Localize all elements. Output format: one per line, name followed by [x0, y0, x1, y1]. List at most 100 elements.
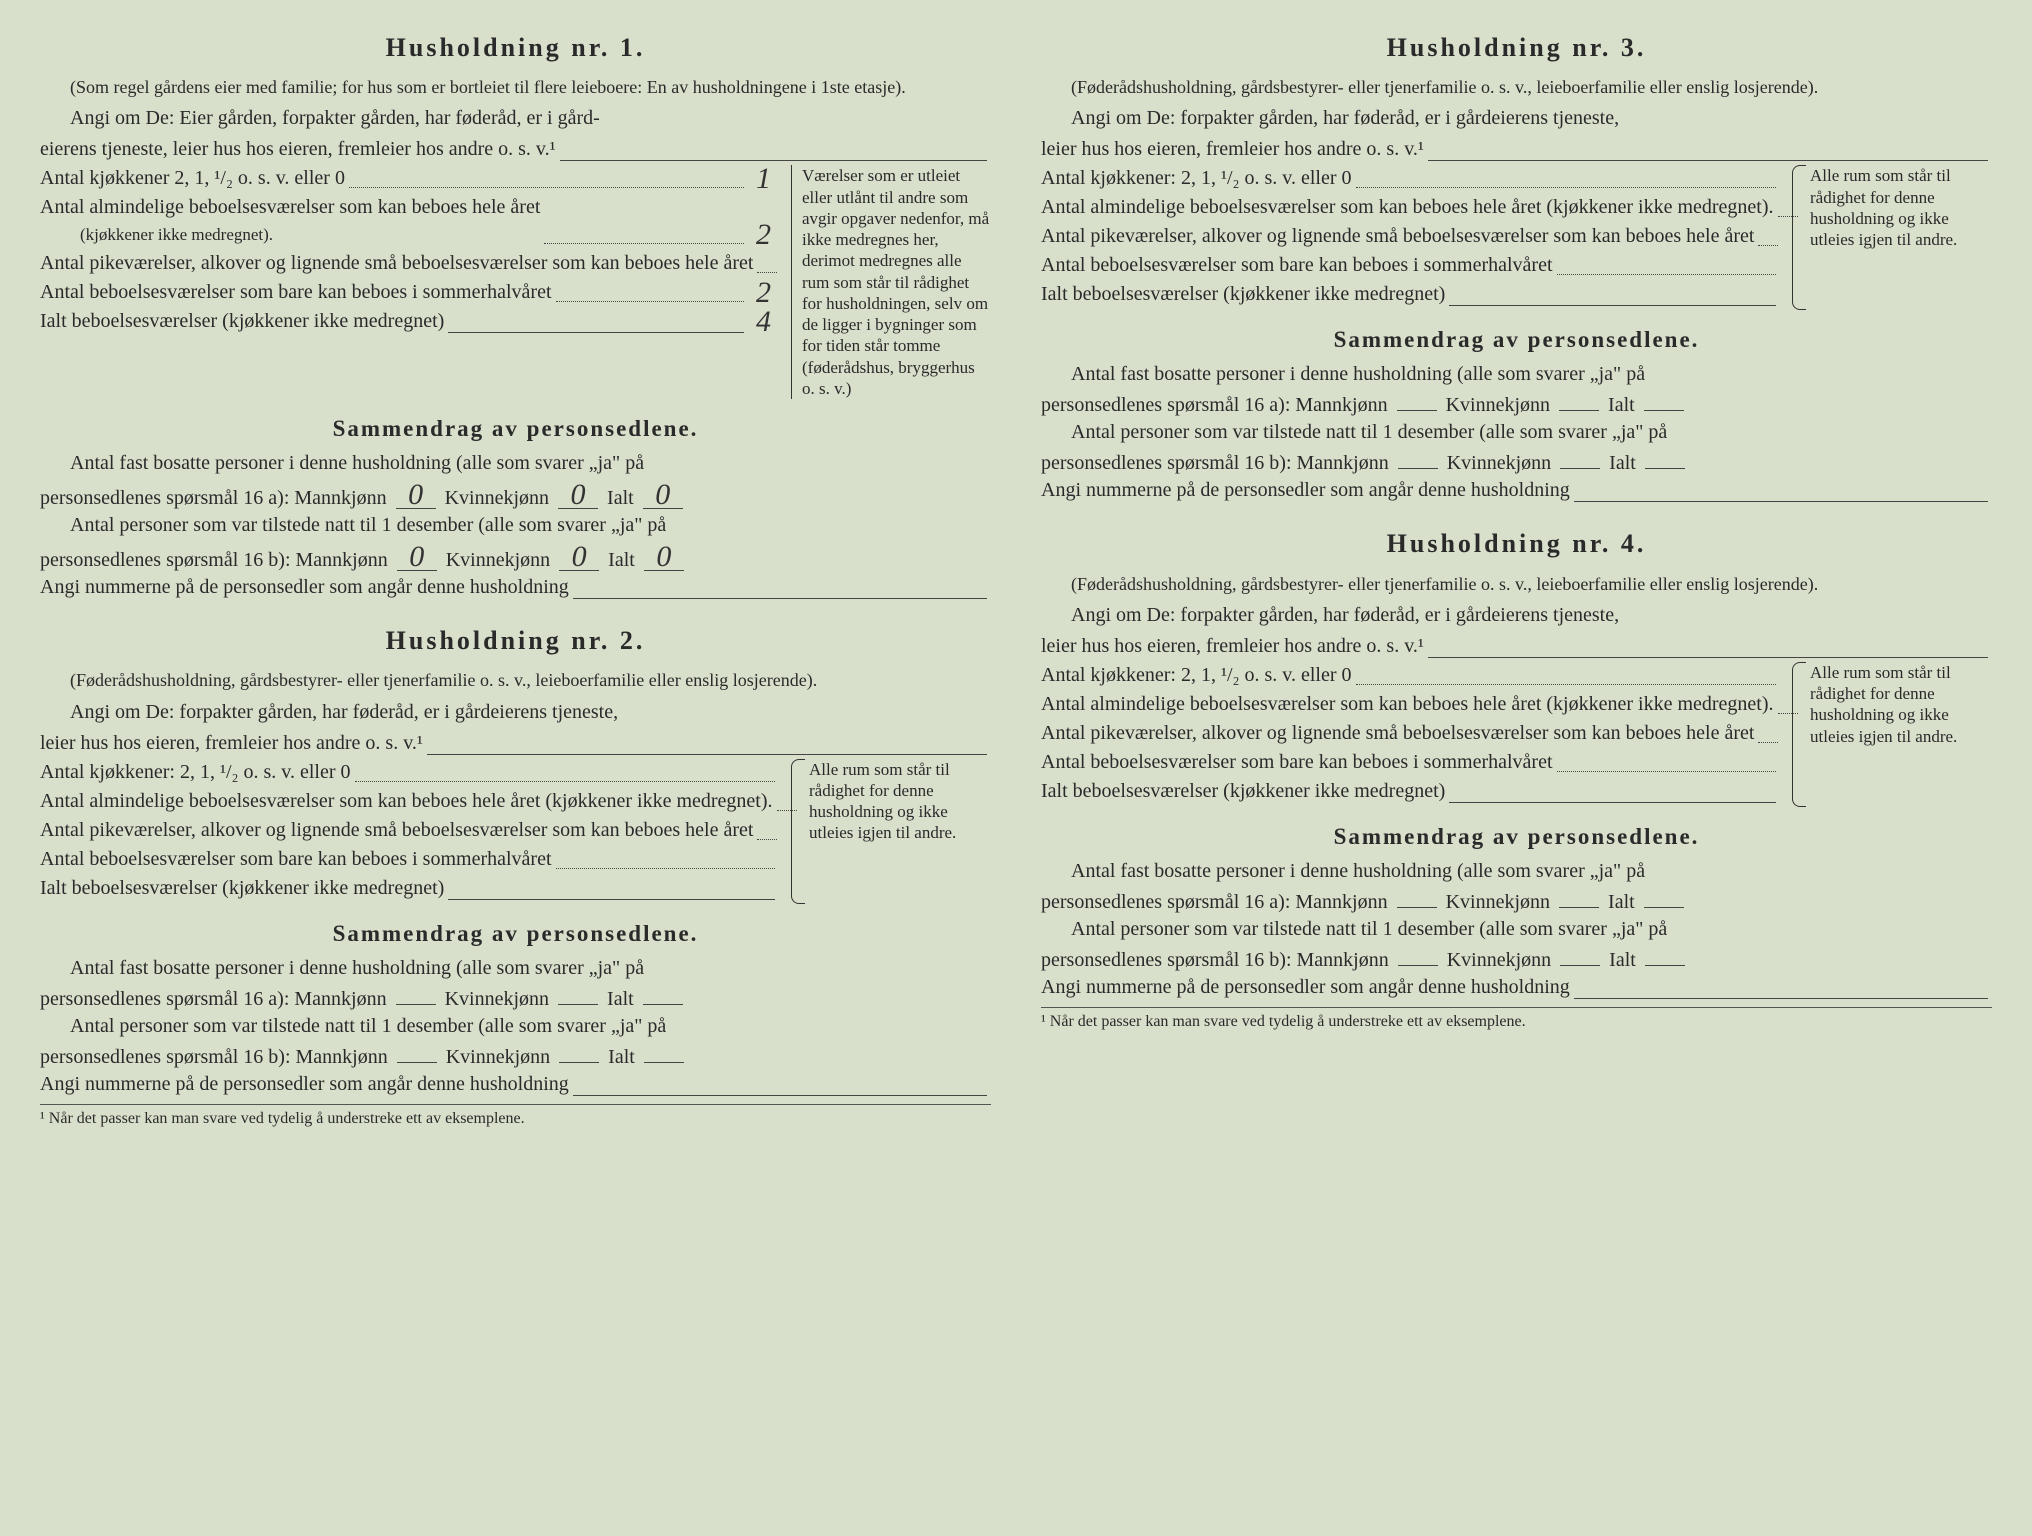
- bracket-icon: [1792, 662, 1806, 807]
- row-label: Antal beboelsesværelser som bare kan beb…: [40, 846, 552, 873]
- kvinnekjonn-1: [1559, 907, 1599, 908]
- section-title: Husholdning nr. 3.: [1041, 30, 1992, 65]
- section-h3: Husholdning nr. 3. (Føderådshusholdning,…: [1041, 30, 1992, 506]
- handwritten-value: 4: [748, 308, 779, 335]
- s-line2a: Antal personer som var tilstede natt til…: [1041, 916, 1992, 943]
- s-line1a: Antal fast bosatte personer i denne hush…: [40, 450, 991, 477]
- s-line3-label: Angi nummerne på de personsedler som ang…: [1041, 974, 1570, 1001]
- rows-right-note: Værelser som er utleiet eller utlånt til…: [791, 165, 991, 399]
- mannkjonn-2: 0: [397, 543, 437, 571]
- angi-intro: Angi om De: forpakter gården, har føderå…: [40, 699, 991, 726]
- fill-line: [1356, 187, 1777, 188]
- angi-cont: leier hus hos eieren, fremleier hos andr…: [40, 730, 423, 757]
- s-line3: Angi nummerne på de personsedler som ang…: [40, 574, 991, 601]
- s-line2b: personsedlenes spørsmål 16 b): Mannkjønn…: [1041, 450, 1992, 477]
- form-row: Antal pikeværelser, alkover og lignende …: [1041, 720, 1780, 747]
- fill-line: [544, 243, 744, 244]
- angi-intro: Angi om De: forpakter gården, har føderå…: [1041, 602, 1992, 629]
- row-label: Ialt beboelsesværelser (kjøkkener ikke m…: [40, 875, 444, 902]
- section-h1: Husholdning nr. 1. (Som regel gårdens ei…: [40, 30, 991, 603]
- form-row: Antal almindelige beboelsesværelser som …: [1041, 691, 1780, 718]
- kvinnekjonn-1: [1559, 410, 1599, 411]
- fill-line: [349, 187, 744, 188]
- row-label: Antal almindelige beboelsesværelser som …: [40, 788, 773, 815]
- s-line1b: personsedlenes spørsmål 16 a): Mannkjønn…: [40, 986, 991, 1013]
- sammendrag-title: Sammendrag av personsedlene.: [40, 918, 991, 949]
- s-line2a: Antal personer som var tilstede natt til…: [1041, 419, 1992, 446]
- fill-line: [1557, 274, 1776, 275]
- angi-cont-line: leier hus hos eieren, fremleier hos andr…: [1041, 633, 1992, 660]
- fill-line: [1428, 160, 1988, 161]
- row-label: Antal beboelsesværelser som bare kan beb…: [1041, 749, 1553, 776]
- fill-line: [560, 160, 987, 161]
- s-line2b: personsedlenes spørsmål 16 b): Mannkjønn…: [1041, 947, 1992, 974]
- row-label: Antal beboelsesværelser som bare kan beb…: [1041, 252, 1553, 279]
- fill-line: [573, 598, 987, 599]
- section-title: Husholdning nr. 1.: [40, 30, 991, 65]
- rows-block: Antal kjøkkener: 2, 1, ¹/₂ o. s. v. elle…: [1041, 662, 1992, 807]
- rows-left: Antal kjøkkener: 2, 1, ¹/₂ o. s. v. elle…: [40, 759, 779, 904]
- ialt-1: [1644, 907, 1684, 908]
- fill-line: [427, 754, 987, 755]
- row-label: Antal almindelige beboelsesværelser som …: [1041, 194, 1774, 221]
- section-subnote: (Føderådshusholdning, gårdsbestyrer- ell…: [1041, 572, 1992, 596]
- form-row: Antal kjøkkener: 2, 1, ¹/₂ o. s. v. elle…: [1041, 662, 1780, 689]
- fill-line: [1449, 305, 1776, 306]
- s-line2b: personsedlenes spørsmål 16 b): Mannkjønn…: [40, 1044, 991, 1071]
- rows-left: Antal kjøkkener: 2, 1, ¹/₂ o. s. v. elle…: [1041, 662, 1780, 807]
- footnote: ¹ Når det passer kan man svare ved tydel…: [40, 1104, 991, 1130]
- row-label: Antal kjøkkener: 2, 1, ¹/₂ o. s. v. elle…: [1041, 662, 1352, 689]
- row-label: Antal kjøkkener: 2, 1, ¹/₂ o. s. v. elle…: [40, 759, 351, 786]
- rows-right-note: Alle rum som står til rådighet for denne…: [1792, 662, 1992, 807]
- section-title: Husholdning nr. 2.: [40, 623, 991, 658]
- form-row: Antal almindelige beboelsesværelser som …: [40, 194, 779, 248]
- mannkjonn-1: [1397, 410, 1437, 411]
- kvinnekjonn-2: [1560, 468, 1600, 469]
- fill-line: [355, 781, 776, 782]
- row-label: Antal almindelige beboelsesværelser som …: [1041, 691, 1774, 718]
- kvinnekjonn-1: [558, 1004, 598, 1005]
- angi-intro: Angi om De: forpakter gården, har føderå…: [1041, 105, 1992, 132]
- fill-line: [1449, 802, 1776, 803]
- s-line2a: Antal personer som var tilstede natt til…: [40, 512, 991, 539]
- fill-line: [1356, 684, 1777, 685]
- mannkjonn-1: [396, 1004, 436, 1005]
- ialt-1: [1644, 410, 1684, 411]
- ialt-1: [643, 1004, 683, 1005]
- ialt-2: [644, 1062, 684, 1063]
- rows-right-note: Alle rum som står til rådighet for denne…: [791, 759, 991, 904]
- form-row: Ialt beboelsesværelser (kjøkkener ikke m…: [40, 875, 779, 902]
- kvinnekjonn-2: [1560, 965, 1600, 966]
- sammendrag-title: Sammendrag av personsedlene.: [40, 413, 991, 444]
- form-row: Antal beboelsesværelser som bare kan beb…: [1041, 749, 1780, 776]
- section-subnote: (Føderådshusholdning, gårdsbestyrer- ell…: [1041, 75, 1992, 99]
- fill-line: [1557, 771, 1776, 772]
- bracket-icon: [1792, 165, 1806, 310]
- angi-cont: leier hus hos eieren, fremleier hos andr…: [1041, 633, 1424, 660]
- footnote: ¹ Når det passer kan man svare ved tydel…: [1041, 1007, 1992, 1033]
- ialt-1: 0: [643, 481, 683, 509]
- section-subnote: (Som regel gårdens eier med familie; for…: [40, 75, 991, 99]
- rows-left: Antal kjøkkener: 2, 1, ¹/₂ o. s. v. elle…: [1041, 165, 1780, 310]
- row-label: Ialt beboelsesværelser (kjøkkener ikke m…: [1041, 281, 1445, 308]
- angi-cont-line: eierens tjeneste, leier hus hos eieren, …: [40, 136, 991, 163]
- row-label: Ialt beboelsesværelser (kjøkkener ikke m…: [40, 308, 444, 335]
- handwritten-value: 2: [748, 279, 779, 306]
- form-row: Antal pikeværelser, alkover og lignende …: [40, 250, 779, 277]
- mannkjonn-2: [1398, 965, 1438, 966]
- sammendrag-title: Sammendrag av personsedlene.: [1041, 324, 1992, 355]
- row-label: Antal kjøkkener: 2, 1, ¹/₂ o. s. v. elle…: [1041, 165, 1352, 192]
- s-line1a: Antal fast bosatte personer i denne hush…: [1041, 361, 1992, 388]
- form-row: Antal beboelsesværelser som bare kan beb…: [40, 279, 779, 306]
- s-line3-label: Angi nummerne på de personsedler som ang…: [40, 574, 569, 601]
- form-row: Ialt beboelsesværelser (kjøkkener ikke m…: [1041, 281, 1780, 308]
- section-subnote: (Føderådshusholdning, gårdsbestyrer- ell…: [40, 668, 991, 692]
- form-row: Antal kjøkkener: 2, 1, ¹/₂ o. s. v. elle…: [40, 759, 779, 786]
- mannkjonn-1: [1397, 907, 1437, 908]
- rows-block: Antal kjøkkener: 2, 1, ¹/₂ o. s. v. elle…: [40, 759, 991, 904]
- rows-left: Antal kjøkkener 2, 1, ¹/₂ o. s. v. eller…: [40, 165, 779, 399]
- form-row: Antal almindelige beboelsesværelser som …: [40, 788, 779, 815]
- handwritten-value: 1: [748, 165, 779, 192]
- fill-line: [556, 868, 775, 869]
- fill-line: [757, 272, 777, 273]
